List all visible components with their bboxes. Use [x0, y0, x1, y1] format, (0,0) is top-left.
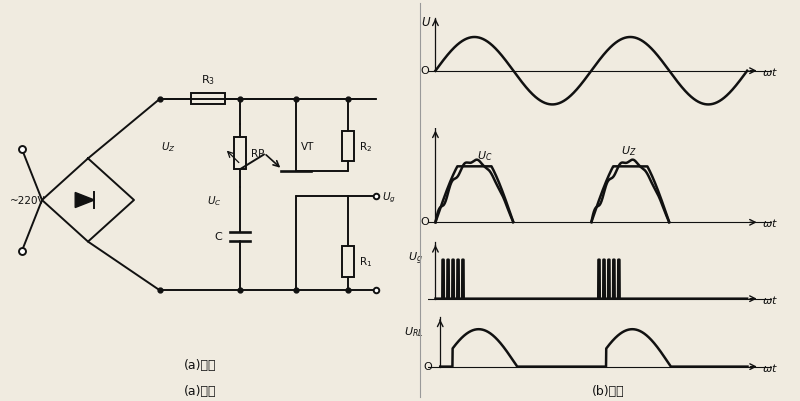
Text: $U_Z$: $U_Z$ [161, 140, 175, 153]
Text: R$_2$: R$_2$ [359, 140, 372, 153]
Text: VT: VT [301, 142, 314, 152]
Text: $U_C$: $U_C$ [207, 194, 222, 207]
Bar [191, 94, 225, 105]
Text: O: O [421, 66, 430, 76]
Bar [342, 131, 354, 162]
Text: $U$: $U$ [422, 16, 432, 29]
Text: O: O [423, 361, 432, 371]
Text: O: O [421, 216, 430, 226]
Text: $\omega t$: $\omega t$ [762, 293, 778, 305]
Text: $U_g$: $U_g$ [382, 190, 396, 204]
Text: $U_g$: $U_g$ [408, 250, 423, 266]
Text: $U_C$: $U_C$ [478, 148, 493, 162]
Text: R$_3$: R$_3$ [201, 73, 215, 87]
Text: RP: RP [251, 149, 265, 158]
Text: C: C [214, 232, 222, 241]
Polygon shape [75, 193, 94, 208]
Text: $U_{RL}$: $U_{RL}$ [404, 324, 423, 338]
Bar [234, 137, 246, 170]
Text: R$_1$: R$_1$ [359, 255, 373, 269]
Bar [342, 247, 354, 277]
Text: (a)电路: (a)电路 [184, 358, 216, 371]
Text: $\omega t$: $\omega t$ [762, 217, 778, 229]
Text: ~220V: ~220V [10, 196, 46, 205]
Text: $\omega t$: $\omega t$ [762, 361, 778, 373]
Text: $\omega t$: $\omega t$ [762, 65, 778, 77]
Text: (a)电路: (a)电路 [184, 385, 216, 397]
Text: $U_Z$: $U_Z$ [621, 144, 637, 157]
Text: (b)波形: (b)波形 [592, 385, 624, 397]
